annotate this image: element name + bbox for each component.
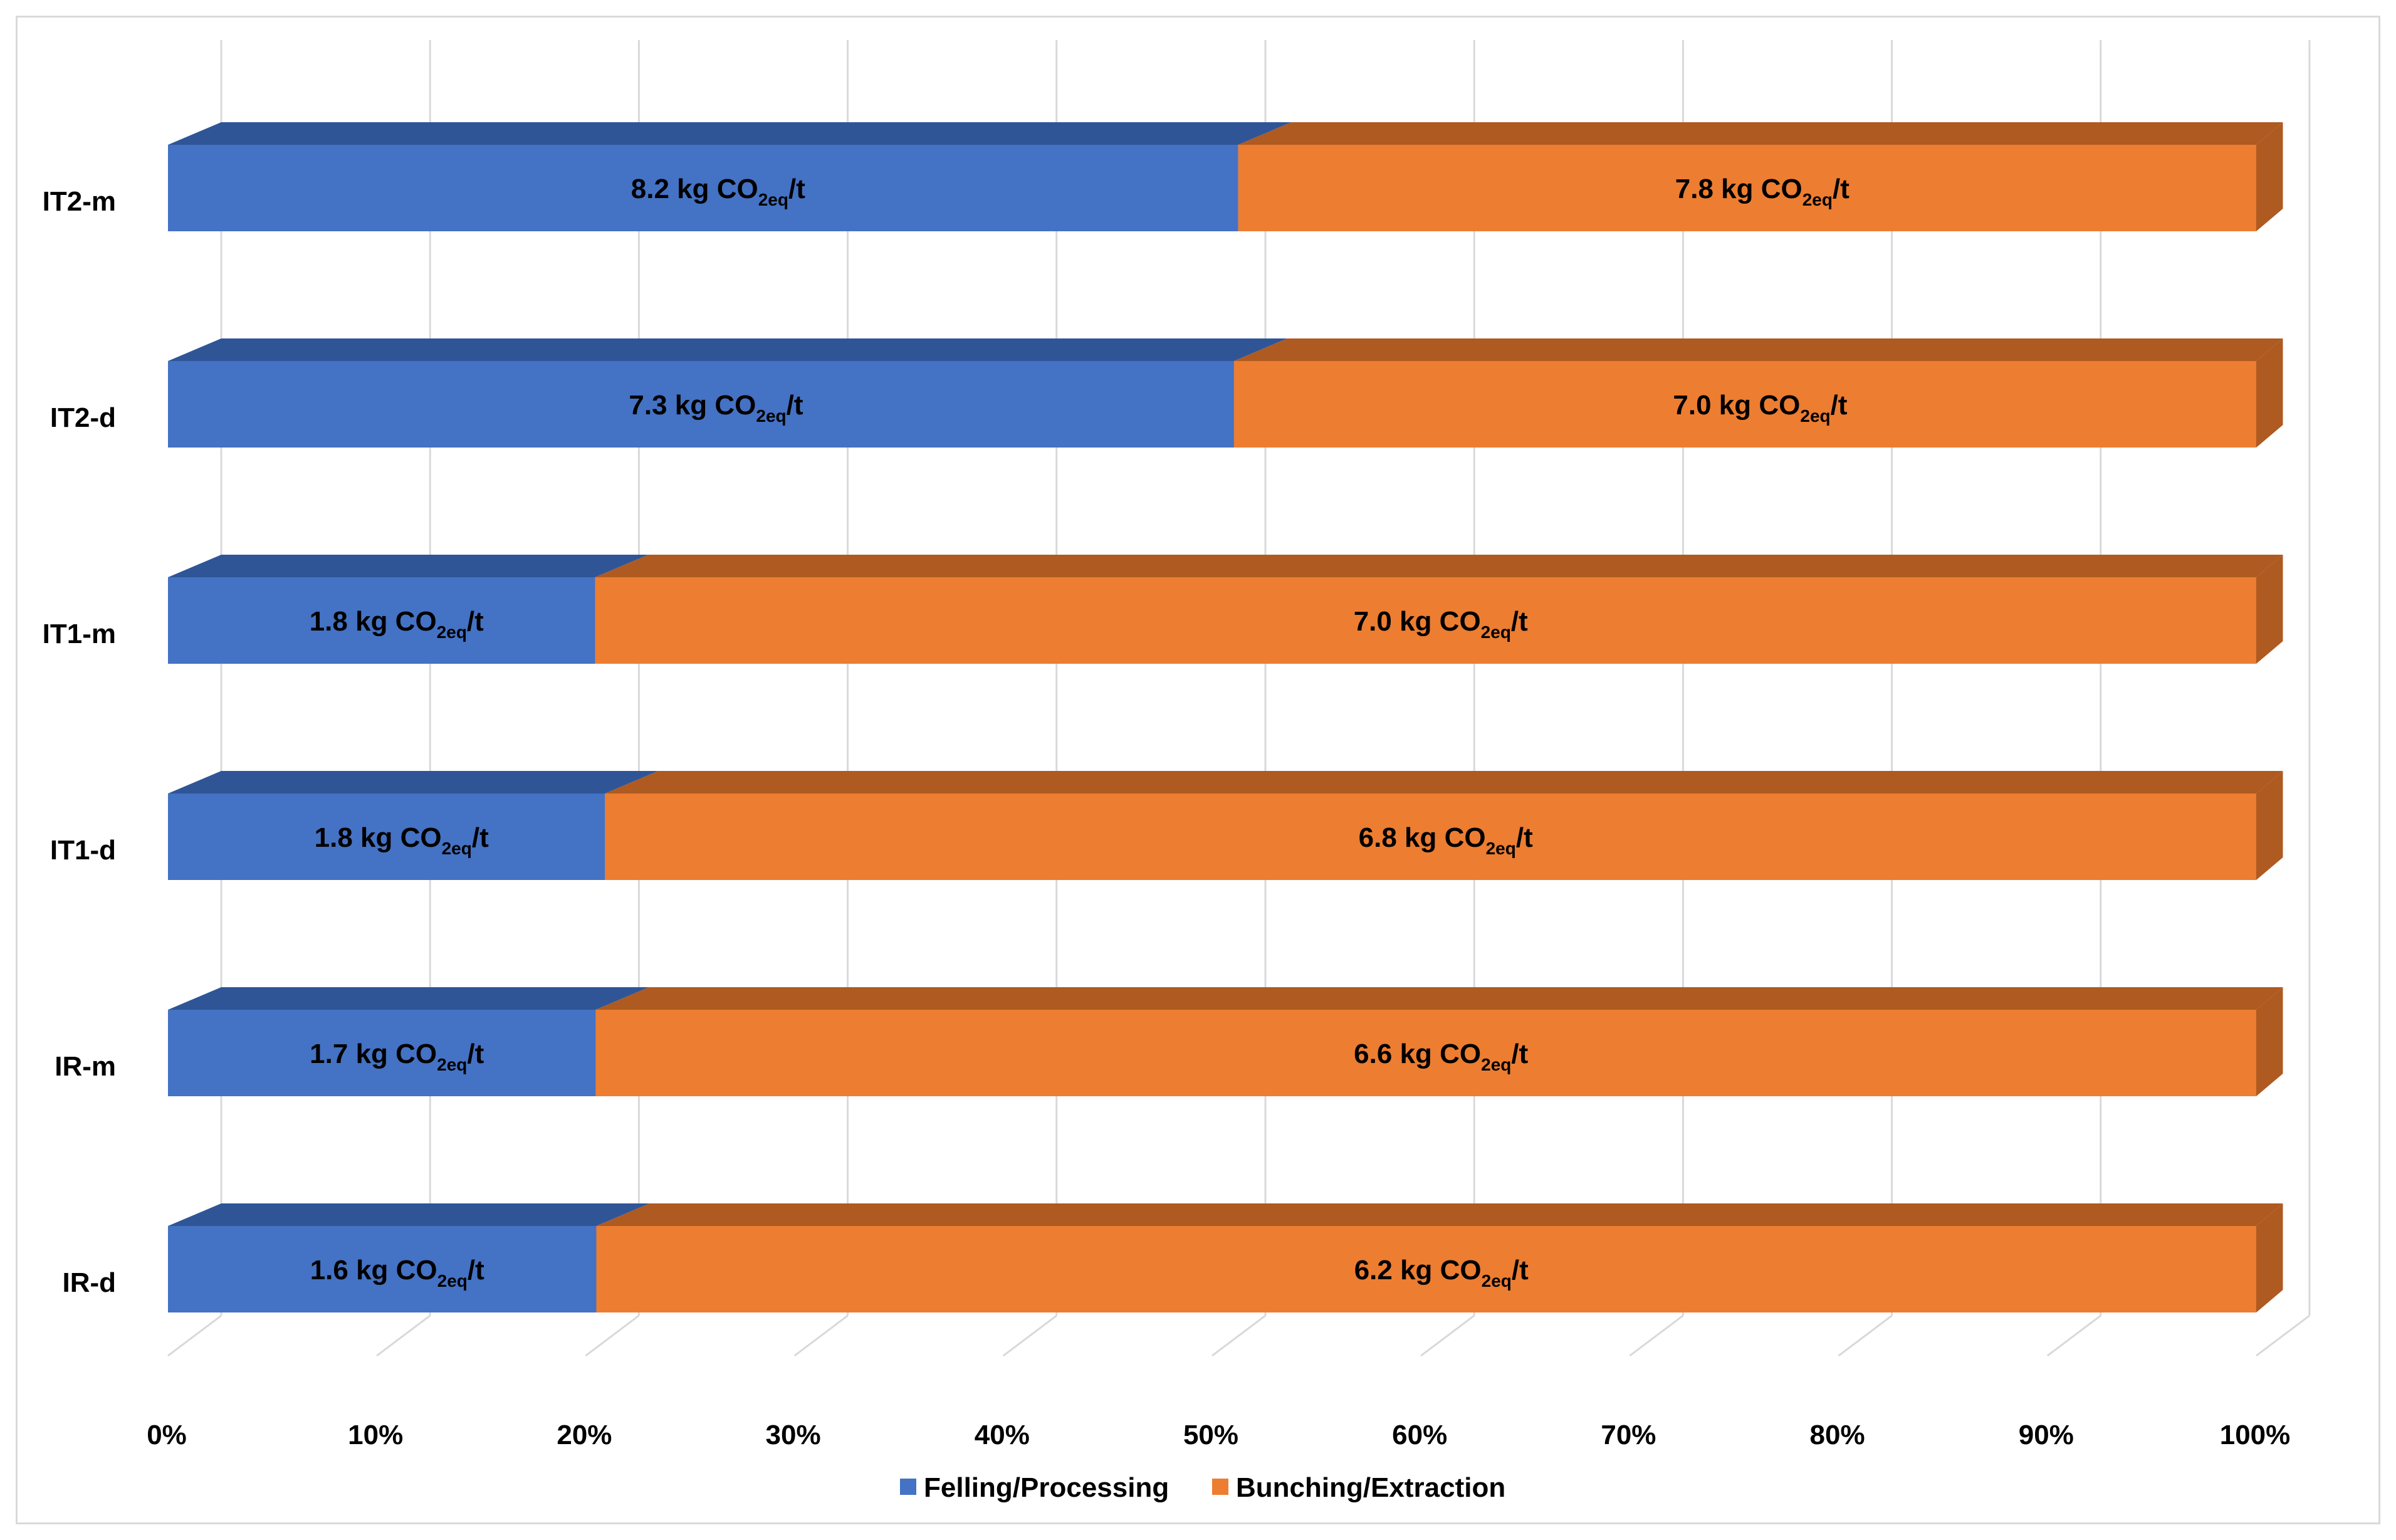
floor-line-20 [585, 1314, 640, 1357]
legend: Felling/Processing Bunching/Extraction [900, 1472, 1505, 1503]
category-label-it1-m: IT1-m [43, 619, 116, 649]
floor-line-10 [376, 1314, 431, 1357]
bar-felling-it1-m [168, 577, 595, 664]
bar-side-bunching-it1-m [2256, 555, 2283, 664]
category-axis: IT2-m IT2-d IT1-m IT1-d IR-m IR-d [43, 186, 116, 1298]
legend-swatch-bunching-extraction [1212, 1479, 1228, 1495]
gridlines [220, 40, 2311, 1316]
data-label-felling-ir-m: 1.7 kg CO2eq/t [310, 1039, 484, 1074]
tick-label-40: 40% [975, 1420, 1030, 1450]
bar-bunching-it1-m [595, 577, 2257, 664]
tick-label-0: 0% [147, 1420, 187, 1450]
floor-line-60 [1420, 1314, 1475, 1357]
bar-top-felling-it2-d [168, 338, 1287, 361]
legend-swatch-felling-processing [900, 1479, 916, 1495]
bar-top-bunching-it1-d [605, 771, 2283, 794]
floor-line-70 [1629, 1314, 1684, 1357]
bar-felling-it2-d [168, 361, 1234, 448]
category-label-ir-d: IR-d [62, 1267, 116, 1298]
floor-line-90 [2046, 1314, 2101, 1357]
bar-top-bunching-it2-d [1233, 338, 2283, 361]
chart-floor [167, 1314, 2310, 1357]
data-label-felling-it1-m: 1.8 kg CO2eq/t [310, 606, 484, 642]
floor-line-80 [1838, 1314, 1893, 1357]
tick-label-30: 30% [766, 1420, 821, 1450]
tick-label-60: 60% [1392, 1420, 1447, 1450]
tick-label-80: 80% [1810, 1420, 1865, 1450]
bar-top-felling-ir-m [168, 987, 649, 1010]
floor-line-0 [167, 1314, 222, 1357]
tick-label-10: 10% [348, 1420, 403, 1450]
floor-line-100 [2256, 1314, 2310, 1357]
category-label-it2-d: IT2-d [50, 402, 116, 433]
bar-bunching-ir-d [596, 1226, 2256, 1312]
category-label-ir-m: IR-m [55, 1051, 116, 1082]
bar-top-felling-it1-d [168, 771, 659, 794]
bar-top-bunching-ir-m [595, 987, 2283, 1010]
bar-top-bunching-it1-m [595, 555, 2283, 577]
data-label-bunching-it2-m: 7.8 kg CO2eq/t [1675, 174, 1849, 209]
data-label-felling-it2-m: 8.2 kg CO2eq/t [631, 174, 805, 209]
bar-felling-it2-m [168, 145, 1238, 231]
bar-felling-ir-m [168, 1010, 596, 1096]
legend-label-felling-processing: Felling/Processing [924, 1472, 1169, 1503]
bar-side-bunching-it2-d [2256, 338, 2283, 448]
data-label-bunching-ir-d: 6.2 kg CO2eq/t [1354, 1255, 1529, 1291]
bar-top-bunching-ir-d [596, 1203, 2283, 1226]
floor-line-50 [1211, 1314, 1266, 1357]
tick-label-90: 90% [2019, 1420, 2074, 1450]
bar-bunching-it2-m [1238, 145, 2256, 231]
bar-side-bunching-ir-m [2256, 987, 2283, 1096]
bar-bunching-it1-d [605, 794, 2257, 880]
bar-side-bunching-it1-d [2256, 771, 2283, 880]
data-label-bunching-it1-m: 7.0 kg CO2eq/t [1354, 606, 1528, 642]
bar-side-bunching-ir-d [2256, 1203, 2283, 1312]
bars: 8.2 kg CO2eq/t 7.8 kg CO2eq/t 7.3 kg CO2eq… [168, 122, 2283, 1312]
data-label-felling-it1-d: 1.8 kg CO2eq/t [315, 822, 489, 858]
bar-felling-it1-d [168, 794, 605, 880]
value-axis: 0% 10% 20% 30% 40% 50% 60% 70% 80% 90% 100% [147, 1420, 2290, 1450]
data-label-bunching-it2-d: 7.0 kg CO2eq/t [1673, 390, 1847, 426]
bar-bunching-it2-d [1233, 361, 2256, 448]
legend-label-bunching-extraction: Bunching/Extraction [1236, 1472, 1505, 1503]
tick-label-100: 100% [2220, 1420, 2291, 1450]
bar-side-bunching-it2-m [2256, 122, 2283, 231]
tick-label-70: 70% [1601, 1420, 1656, 1450]
tick-label-20: 20% [557, 1420, 612, 1450]
bar-felling-ir-d [168, 1226, 597, 1312]
bar-top-felling-ir-d [168, 1203, 650, 1226]
bar-top-felling-it1-m [168, 555, 649, 577]
bar-bunching-ir-m [595, 1010, 2257, 1096]
tick-label-50: 50% [1183, 1420, 1238, 1450]
category-label-it1-d: IT1-d [50, 835, 116, 866]
data-label-felling-ir-d: 1.6 kg CO2eq/t [310, 1255, 484, 1291]
bar-top-felling-it2-m [168, 122, 1292, 145]
data-label-felling-it2-d: 7.3 kg CO2eq/t [629, 390, 803, 426]
bar-top-bunching-it2-m [1238, 122, 2283, 145]
data-label-bunching-it1-d: 6.8 kg CO2eq/t [1359, 822, 1533, 858]
floor-line-40 [1002, 1314, 1057, 1357]
category-label-it2-m: IT2-m [43, 186, 116, 217]
floor-line-30 [793, 1314, 849, 1357]
data-label-bunching-ir-m: 6.6 kg CO2eq/t [1354, 1039, 1528, 1074]
